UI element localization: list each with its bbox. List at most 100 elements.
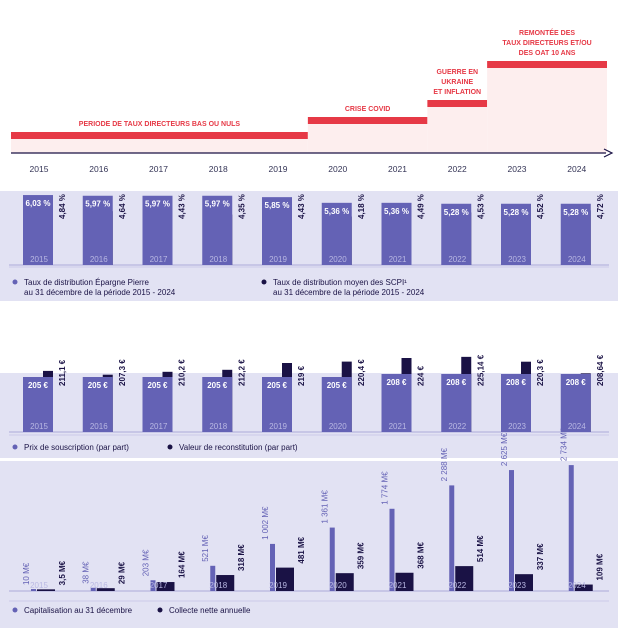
legend-label: Collecte nette annuelle	[169, 606, 251, 615]
value-label: 4,53 %	[476, 194, 485, 219]
year-label: 2019	[269, 164, 288, 174]
bar-primary	[501, 374, 531, 432]
bar-primary	[560, 203, 591, 265]
value-label: 38 M€	[82, 561, 91, 584]
bar-primary	[381, 374, 412, 432]
value-label: 2 288 M€	[440, 447, 449, 481]
year-label: 2018	[209, 255, 227, 264]
legend-dot-icon	[12, 444, 18, 450]
legend-dot-icon	[167, 444, 173, 450]
timeline-section: PERIODE DE TAUX DIRECTEURS BAS OU NULS CR…	[11, 28, 614, 174]
bar-primary	[150, 580, 156, 591]
year-label: 2015	[30, 164, 49, 174]
phase-label: TAUX DIRECTEURS ET/OU	[502, 40, 591, 47]
value-label: 224 €	[417, 365, 426, 386]
bar-secondary	[515, 574, 533, 591]
year-label: 2022	[448, 255, 466, 264]
value-label: 5,28 %	[444, 208, 469, 217]
year-label: 2022	[448, 422, 466, 431]
year-label: 2020	[329, 581, 347, 590]
bar-primary	[23, 195, 53, 265]
bar-primary	[90, 587, 96, 591]
phase-label: ET INFLATION	[433, 89, 481, 96]
value-label: 5,97 %	[85, 200, 110, 209]
bar-primary	[441, 203, 472, 265]
year-label: 2016	[90, 422, 108, 431]
value-label: 5,28 %	[504, 208, 529, 217]
bar-primary	[501, 203, 531, 265]
value-label: 210,2 €	[178, 359, 187, 386]
value-label: 1 002 M€	[261, 506, 270, 540]
year-label: 2015	[30, 255, 48, 264]
year-label: 2018	[209, 164, 228, 174]
value-label: 337 M€	[536, 543, 545, 570]
year-label: 2022	[448, 581, 466, 590]
legend-label: Taux de distribution moyen des SCPI¹	[273, 278, 407, 287]
bar-primary	[262, 377, 292, 432]
year-label: 2024	[568, 581, 586, 590]
legend-label: Capitalisation au 31 décembre	[24, 606, 133, 615]
year-label: 2023	[508, 581, 526, 590]
value-label: 29 M€	[118, 561, 127, 584]
phase-label: PERIODE DE TAUX DIRECTEURS BAS OU NULS	[79, 121, 241, 128]
bar-primary	[321, 202, 352, 265]
legend-dot-icon	[12, 607, 18, 613]
value-label: 207,3 €	[118, 359, 127, 386]
value-label: 318 M€	[237, 544, 246, 571]
share-price-chart: 2015 205 € 211,1 € 2016 205 € 207,3 € 2017 205 …	[0, 354, 618, 458]
bar-primary	[31, 589, 36, 591]
value-label: 5,85 %	[265, 201, 290, 210]
bar-primary	[509, 470, 514, 591]
value-label: 4,84 %	[58, 194, 67, 219]
value-label: 205 €	[207, 381, 228, 390]
value-label: 6,03 %	[26, 199, 51, 208]
value-label: 1 774 M€	[381, 471, 390, 505]
value-label: 208 €	[446, 378, 467, 387]
year-label: 2016	[89, 164, 108, 174]
value-label: 4,35 %	[237, 194, 246, 219]
panel-background	[0, 461, 618, 628]
value-label: 5,36 %	[324, 207, 349, 216]
phase-label: GUERRE EN	[436, 69, 478, 76]
bar-primary	[329, 527, 335, 591]
bar-primary	[262, 197, 292, 265]
bar-secondary	[216, 575, 235, 591]
phase-label: REMONTÉE DES	[519, 28, 575, 37]
bar-primary	[142, 377, 173, 432]
bar-secondary	[156, 582, 175, 591]
value-label: 220,4 €	[357, 359, 366, 386]
year-label: 2024	[567, 164, 586, 174]
value-label: 1 361 M€	[321, 490, 330, 524]
value-label: 208 €	[566, 378, 587, 387]
year-label: 2017	[150, 581, 168, 590]
year-label: 2021	[388, 164, 407, 174]
value-label: 205 €	[267, 381, 288, 390]
year-label: 2024	[568, 422, 586, 431]
year-label: 2020	[329, 255, 347, 264]
year-label: 2017	[149, 164, 168, 174]
value-label: 205 €	[28, 381, 49, 390]
legend-label: Prix de souscription (par part)	[24, 443, 129, 452]
value-label: 4,64 %	[118, 194, 127, 219]
bar-primary	[142, 195, 173, 265]
bar-secondary	[276, 567, 294, 591]
value-label: 4,49 %	[417, 194, 426, 219]
year-label: 2023	[508, 164, 527, 174]
value-label: 481 M€	[297, 536, 306, 563]
value-label: 219 €	[297, 365, 306, 386]
value-label: 368 M€	[417, 542, 426, 569]
bar-primary	[381, 202, 412, 265]
value-label: 205 €	[327, 381, 348, 390]
legend-dot-icon	[157, 607, 163, 613]
year-label: 2022	[448, 164, 467, 174]
year-label: 2015	[30, 422, 48, 431]
bar-primary	[82, 377, 113, 432]
bar-secondary	[574, 584, 593, 591]
bar-primary	[560, 374, 591, 432]
phase-label: DES OAT 10 ANS	[519, 50, 576, 57]
year-label: 2019	[269, 255, 287, 264]
year-label: 2017	[150, 422, 168, 431]
year-label: 2020	[328, 164, 347, 174]
